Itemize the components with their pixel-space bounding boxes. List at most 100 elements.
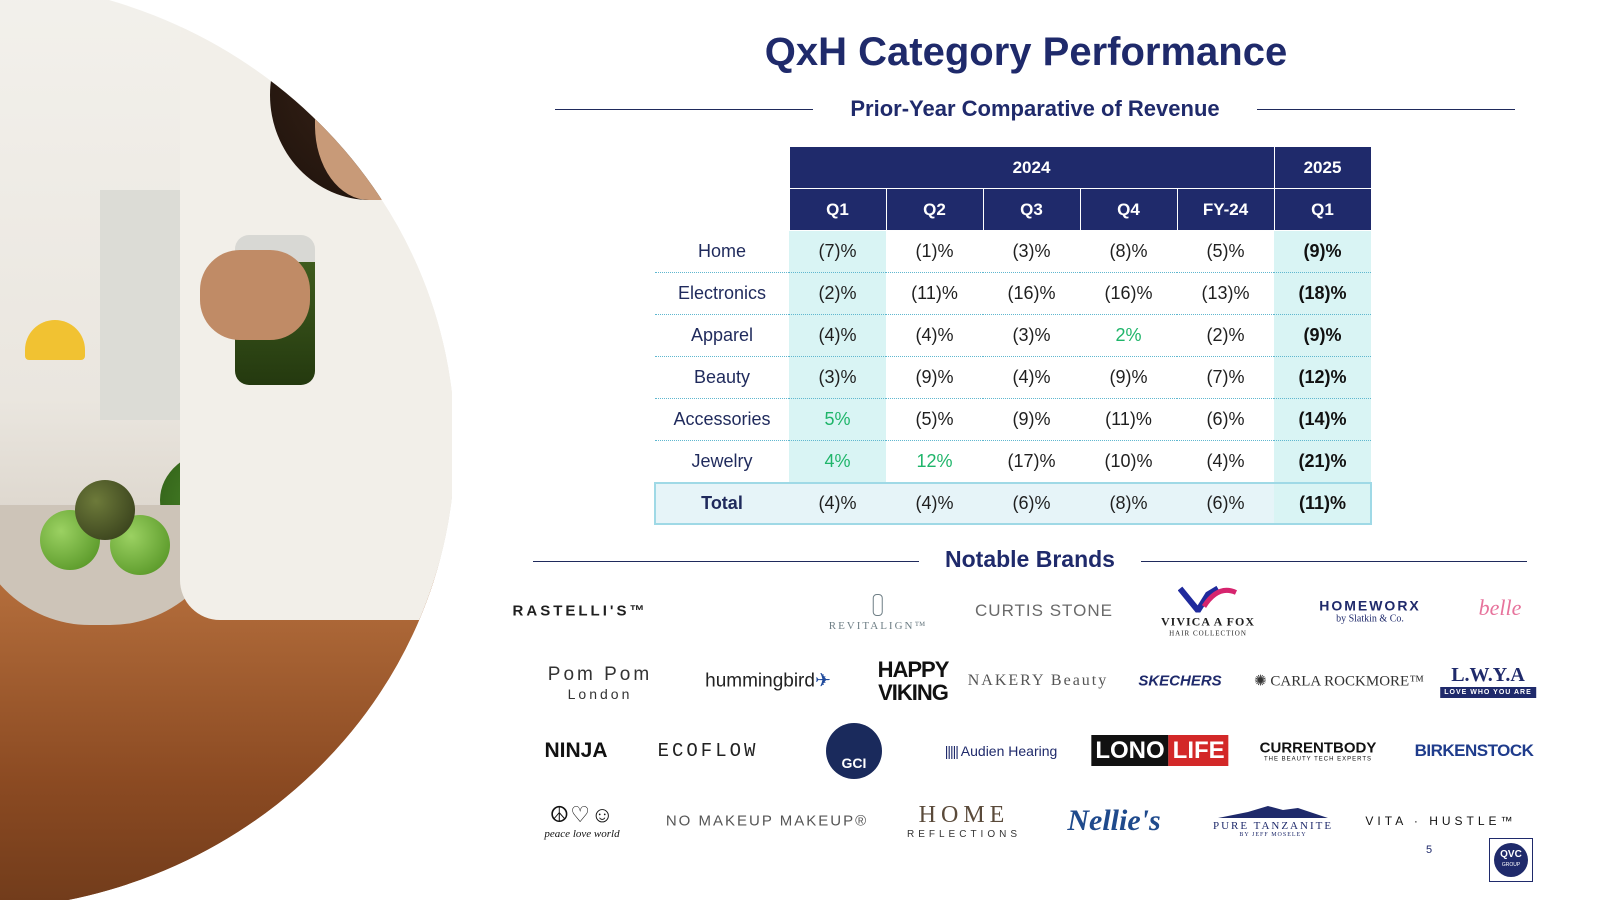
period-header: Q3 xyxy=(982,188,1081,231)
table-cell: (4)% xyxy=(1177,440,1274,483)
table-cell: (18)% xyxy=(1274,272,1371,315)
brand-logo-gci: GCI xyxy=(826,723,882,779)
brand-logo-currentbody: CURRENTBODY THE BEAUTY TECH EXPERTS xyxy=(1259,739,1377,763)
brand-logo-revitalign: REVITALIGN™ xyxy=(829,594,928,632)
brand-logo-vivica-fox: VIVICA A FOX HAIR COLLECTION xyxy=(1161,585,1255,638)
row-label: Jewelry xyxy=(655,440,789,483)
page-number: 5 xyxy=(1426,844,1433,856)
table-cell: (21)% xyxy=(1274,440,1371,483)
table-cell: (4)% xyxy=(789,314,886,357)
table-cell: 2% xyxy=(1080,314,1177,357)
brand-logo-homeworx: HOMEWORX by Slatkin & Co. xyxy=(1319,597,1421,625)
table-cell: (4)% xyxy=(886,314,983,357)
total-label: Total xyxy=(655,482,789,524)
lamp-shape xyxy=(25,320,85,360)
table-cell: (5)% xyxy=(886,398,983,441)
table-cell: (8)% xyxy=(1080,482,1177,524)
table-cell: (8)% xyxy=(1080,230,1177,273)
table-row: Home (7)% (1)% (3)% (8)% (5)% (9)% xyxy=(655,230,1371,273)
category-performance-table: 2024 2025 Q1 Q2 Q3 Q4 FY-24 Q1 Home (7)%… xyxy=(654,146,1372,525)
year-header-2025: 2025 xyxy=(1273,146,1372,189)
table-row: Jewelry 4% 12% (17)% (10)% (4)% (21)% xyxy=(655,440,1371,483)
total-row: Total (4)% (4)% (6)% (8)% (6)% (11)% xyxy=(654,481,1372,525)
brand-logo-lwya: L.W.Y.A LOVE WHO YOU ARE xyxy=(1440,664,1536,698)
table-cell: 12% xyxy=(886,440,983,483)
brands-heading-row: Notable Brands xyxy=(533,546,1527,576)
table-cell: (14)% xyxy=(1274,398,1371,441)
table-cell: (16)% xyxy=(983,272,1080,315)
table-row: Accessories 5% (5)% (9)% (11)% (6)% (14)… xyxy=(655,398,1371,441)
table-cell: (9)% xyxy=(1274,314,1371,357)
brand-logo-no-makeup-makeup: NO MAKEUP MAKEUP® xyxy=(665,812,869,830)
divider-left xyxy=(555,109,813,110)
table-cell: (9)% xyxy=(886,356,983,399)
brand-logo-happy-viking: HAPPY VIKING xyxy=(877,657,950,705)
subtitle: Prior-Year Comparative of Revenue xyxy=(850,96,1220,121)
table-cell: (4)% xyxy=(886,482,983,524)
table-cell: (6)% xyxy=(1177,482,1274,524)
divider-left xyxy=(533,561,919,562)
brand-logo-peace-love-world: ☮♡☺ peace love world xyxy=(544,802,620,840)
brand-logo-pom-pom-london: Pom Pom London xyxy=(547,664,653,702)
brand-logo-hummingbird: hummingbird✈ xyxy=(705,670,831,692)
brands-heading: Notable Brands xyxy=(945,546,1115,572)
period-header: FY-24 xyxy=(1176,188,1275,231)
table-cell: (3)% xyxy=(983,230,1080,273)
brand-logo-pure-tanzanite: PURE TANZANITE BY JEFF MOSELEY xyxy=(1213,804,1333,838)
table-cell: (9)% xyxy=(983,398,1080,441)
table-cell: (10)% xyxy=(1080,440,1177,483)
row-label: Apparel xyxy=(655,314,789,357)
brand-logo-birkenstock: BIRKENSTOCK xyxy=(1414,741,1534,760)
table-cell: (16)% xyxy=(1080,272,1177,315)
table-cell: (2)% xyxy=(1177,314,1274,357)
table-cell: (11)% xyxy=(1274,482,1371,524)
brand-logo-home-reflections: HOME REFLECTIONS xyxy=(906,802,1022,840)
table-cell: (6)% xyxy=(1177,398,1274,441)
brand-logo-lono-life: LONO LIFE xyxy=(1091,735,1229,766)
subtitle-row: Prior-Year Comparative of Revenue xyxy=(555,96,1515,122)
table-cell: (1)% xyxy=(886,230,983,273)
page-title: QxH Category Performance xyxy=(764,30,1288,74)
table-cell: (17)% xyxy=(983,440,1080,483)
qvc-group-logo: QVC GROUP xyxy=(1489,838,1533,882)
table-cell: (7)% xyxy=(789,230,886,273)
feather-icon xyxy=(873,594,883,616)
peace-heart-smile-icon: ☮♡☺ xyxy=(549,802,615,827)
row-label: Beauty xyxy=(655,356,789,399)
brand-logo-audien-hearing: ||||| Audien Hearing xyxy=(944,743,1058,759)
period-header: Q4 xyxy=(1079,188,1178,231)
brand-logo-belle: belle xyxy=(1478,595,1522,620)
table-cell: (4)% xyxy=(789,482,886,524)
period-header: Q1 xyxy=(1273,188,1372,231)
period-header: Q2 xyxy=(885,188,984,231)
brand-logo-nakery-beauty: NAKERY Beauty xyxy=(967,672,1109,689)
table-cell: (11)% xyxy=(1080,398,1177,441)
table-cell: (11)% xyxy=(886,272,983,315)
year-header-2024: 2024 xyxy=(788,146,1275,189)
corner-cell xyxy=(655,189,789,231)
table-cell: (3)% xyxy=(983,314,1080,357)
brand-logo-ecoflow: ECOFLOW xyxy=(657,740,759,762)
table-cell: (7)% xyxy=(1177,356,1274,399)
brand-logo-carla-rockmore: ✺ CARLA ROCKMORE™ xyxy=(1254,673,1424,690)
table-cell: (12)% xyxy=(1274,356,1371,399)
hero-photo xyxy=(0,0,452,900)
brand-logo-skechers: SKECHERS xyxy=(1138,672,1222,690)
table-cell: (3)% xyxy=(789,356,886,399)
table-row: Beauty (3)% (9)% (4)% (9)% (7)% (12)% xyxy=(655,356,1371,399)
table-row: Electronics (2)% (11)% (16)% (16)% (13)%… xyxy=(655,272,1371,315)
bird-icon: ✈ xyxy=(814,670,831,692)
brand-logo-vita-hustle: VITA · HUSTLE™ xyxy=(1365,814,1517,828)
row-label: Electronics xyxy=(655,272,789,315)
table-cell: 4% xyxy=(789,440,886,483)
brand-logo-ninja: NINJA xyxy=(544,739,608,762)
row-label: Accessories xyxy=(655,398,789,441)
row-label: Home xyxy=(655,230,789,273)
table-cell: (9)% xyxy=(1274,230,1371,273)
divider-right xyxy=(1257,109,1515,110)
soundwave-icon: ||||| xyxy=(944,743,961,759)
brand-logo-rastellis: RASTELLI'S™ xyxy=(512,602,648,620)
brand-logo-curtis-stone: CURTIS STONE xyxy=(975,601,1113,620)
table-row: Apparel (4)% (4)% (3)% 2% (2)% (9)% xyxy=(655,314,1371,357)
period-header: Q1 xyxy=(788,188,887,231)
